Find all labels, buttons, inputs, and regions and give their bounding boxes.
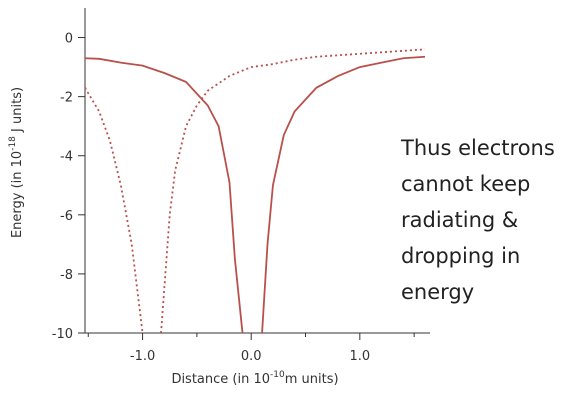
y-label-part: -18 bbox=[8, 136, 18, 151]
y-tick-label: -8 bbox=[60, 268, 73, 283]
x-tick-label: 0.0 bbox=[241, 349, 262, 364]
x-label-part: m units) bbox=[285, 372, 339, 387]
x-axis-label: Distance (in 10-10m units) bbox=[171, 370, 338, 387]
y-tick-label: 0 bbox=[65, 32, 73, 47]
annotation: cannot keep bbox=[401, 172, 530, 196]
x-label-part: -10 bbox=[270, 370, 285, 380]
y-tick-label: -2 bbox=[60, 91, 73, 106]
y-label-part: J units) bbox=[10, 87, 25, 136]
x-label-part: Distance (in 10 bbox=[171, 372, 270, 387]
y-axis-label: Energy (in 10-18 J units) bbox=[8, 87, 25, 238]
annotation: radiating & bbox=[401, 208, 518, 232]
y-tick-label: -4 bbox=[60, 150, 73, 165]
series-line bbox=[84, 48, 426, 334]
annotation: Thus electrons bbox=[400, 136, 555, 160]
series-line bbox=[84, 55, 426, 334]
x-tick-label: -1.0 bbox=[130, 349, 155, 364]
annotation: dropping in bbox=[401, 244, 520, 268]
y-tick-label: -10 bbox=[52, 327, 73, 342]
y-label-part: Energy (in 10 bbox=[10, 151, 25, 238]
y-tick-label: -6 bbox=[60, 209, 73, 224]
x-tick-label: 1.0 bbox=[349, 349, 370, 364]
annotation: energy bbox=[401, 280, 474, 304]
